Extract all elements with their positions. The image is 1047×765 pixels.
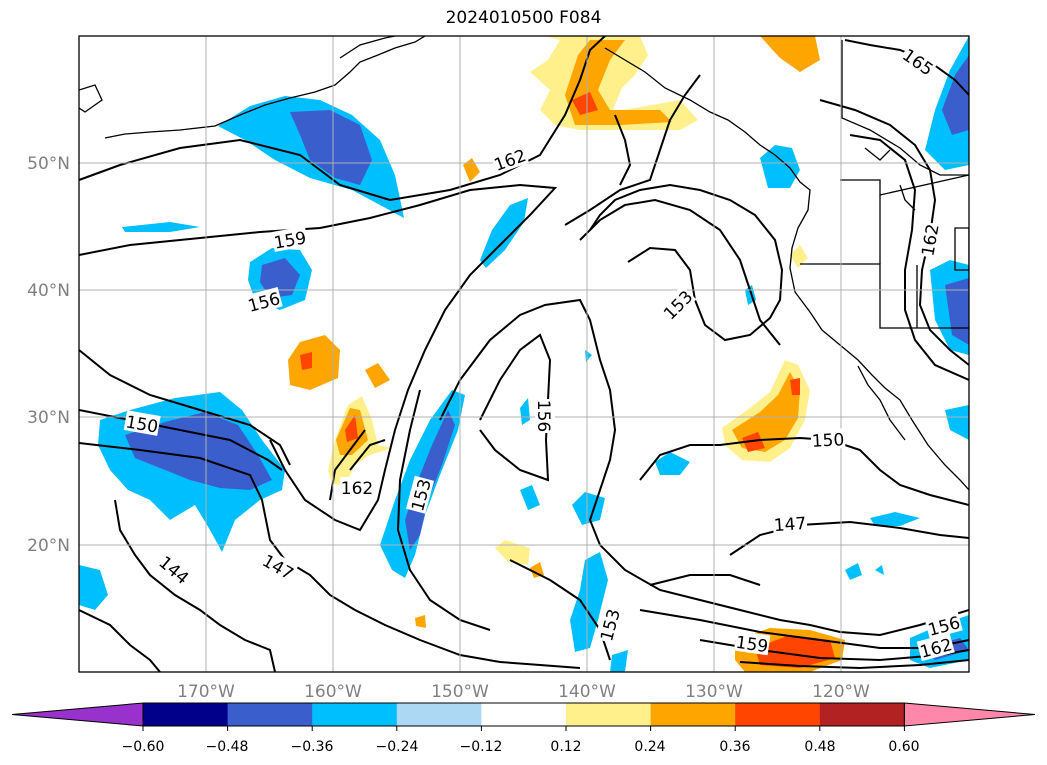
contour-label: 159 [734,633,769,657]
colorbar-tick-label: −0.36 [291,739,334,755]
colorbar-tick-label: 0.24 [634,739,665,755]
lat-label: 30°N [27,408,70,428]
colorbar-tick-label: −0.24 [376,739,419,755]
colorbar-tick-label: −0.60 [122,739,165,755]
contour-label: 162 [341,479,373,499]
lat-label: 40°N [27,281,70,301]
colorbar-labels: −0.60 −0.48 −0.36 −0.24 −0.12 0.12 0.24 … [122,739,920,755]
lat-label: 20°N [27,536,70,556]
colorbar-swatch [735,703,821,726]
latitude-labels: 50°N 40°N 30°N 20°N [27,154,70,556]
colorbar-tick-label: −0.48 [206,739,249,755]
colorbar-swatches [11,702,1036,727]
plot-frame [78,35,970,673]
lon-label: 140°W [558,682,616,702]
plot-area [79,36,969,672]
colorbar-swatch [566,703,652,726]
contour-label: 150 [811,430,844,452]
lon-label: 120°W [812,682,870,702]
colorbar-extend-min [11,702,144,727]
lon-label: 160°W [304,682,362,702]
longitude-labels: 170°W 160°W 150°W 140°W 130°W 120°W [177,682,870,702]
lon-label: 170°W [177,682,235,702]
colorbar-extend-max [903,702,1036,727]
coastlines [79,36,969,491]
map-title: 2024010500 F084 [445,8,602,28]
colorbar-swatch [481,703,567,726]
colorbar-swatch [312,703,398,726]
colorbar-tick-label: −0.12 [460,739,503,755]
colorbar-frame [142,702,905,727]
colorbar-tick-label: 0.36 [719,739,750,755]
colorbar-swatch [819,703,905,726]
colorbar-swatch [650,703,736,726]
colorbar-swatch [227,703,313,726]
contour-label: 156 [533,400,553,432]
colorbar: −0.60 −0.48 −0.36 −0.24 −0.12 0.12 0.24 … [11,702,1036,755]
lon-label: 150°W [431,682,489,702]
positive-anomaly-fills [288,36,845,672]
map-layers: 165 162 159 156 153 156 150 150 162 153 … [79,36,969,672]
colorbar-swatch [396,703,482,726]
lat-label: 50°N [27,154,70,174]
colorbar-ticks [142,726,905,731]
lon-label: 130°W [685,682,743,702]
colorbar-tick-label: 0.60 [888,739,919,755]
colorbar-tick-label: 0.12 [550,739,581,755]
colorbar-tick-label: 0.48 [804,739,835,755]
colorbar-swatch [143,703,229,726]
contour-label: 147 [773,514,807,536]
